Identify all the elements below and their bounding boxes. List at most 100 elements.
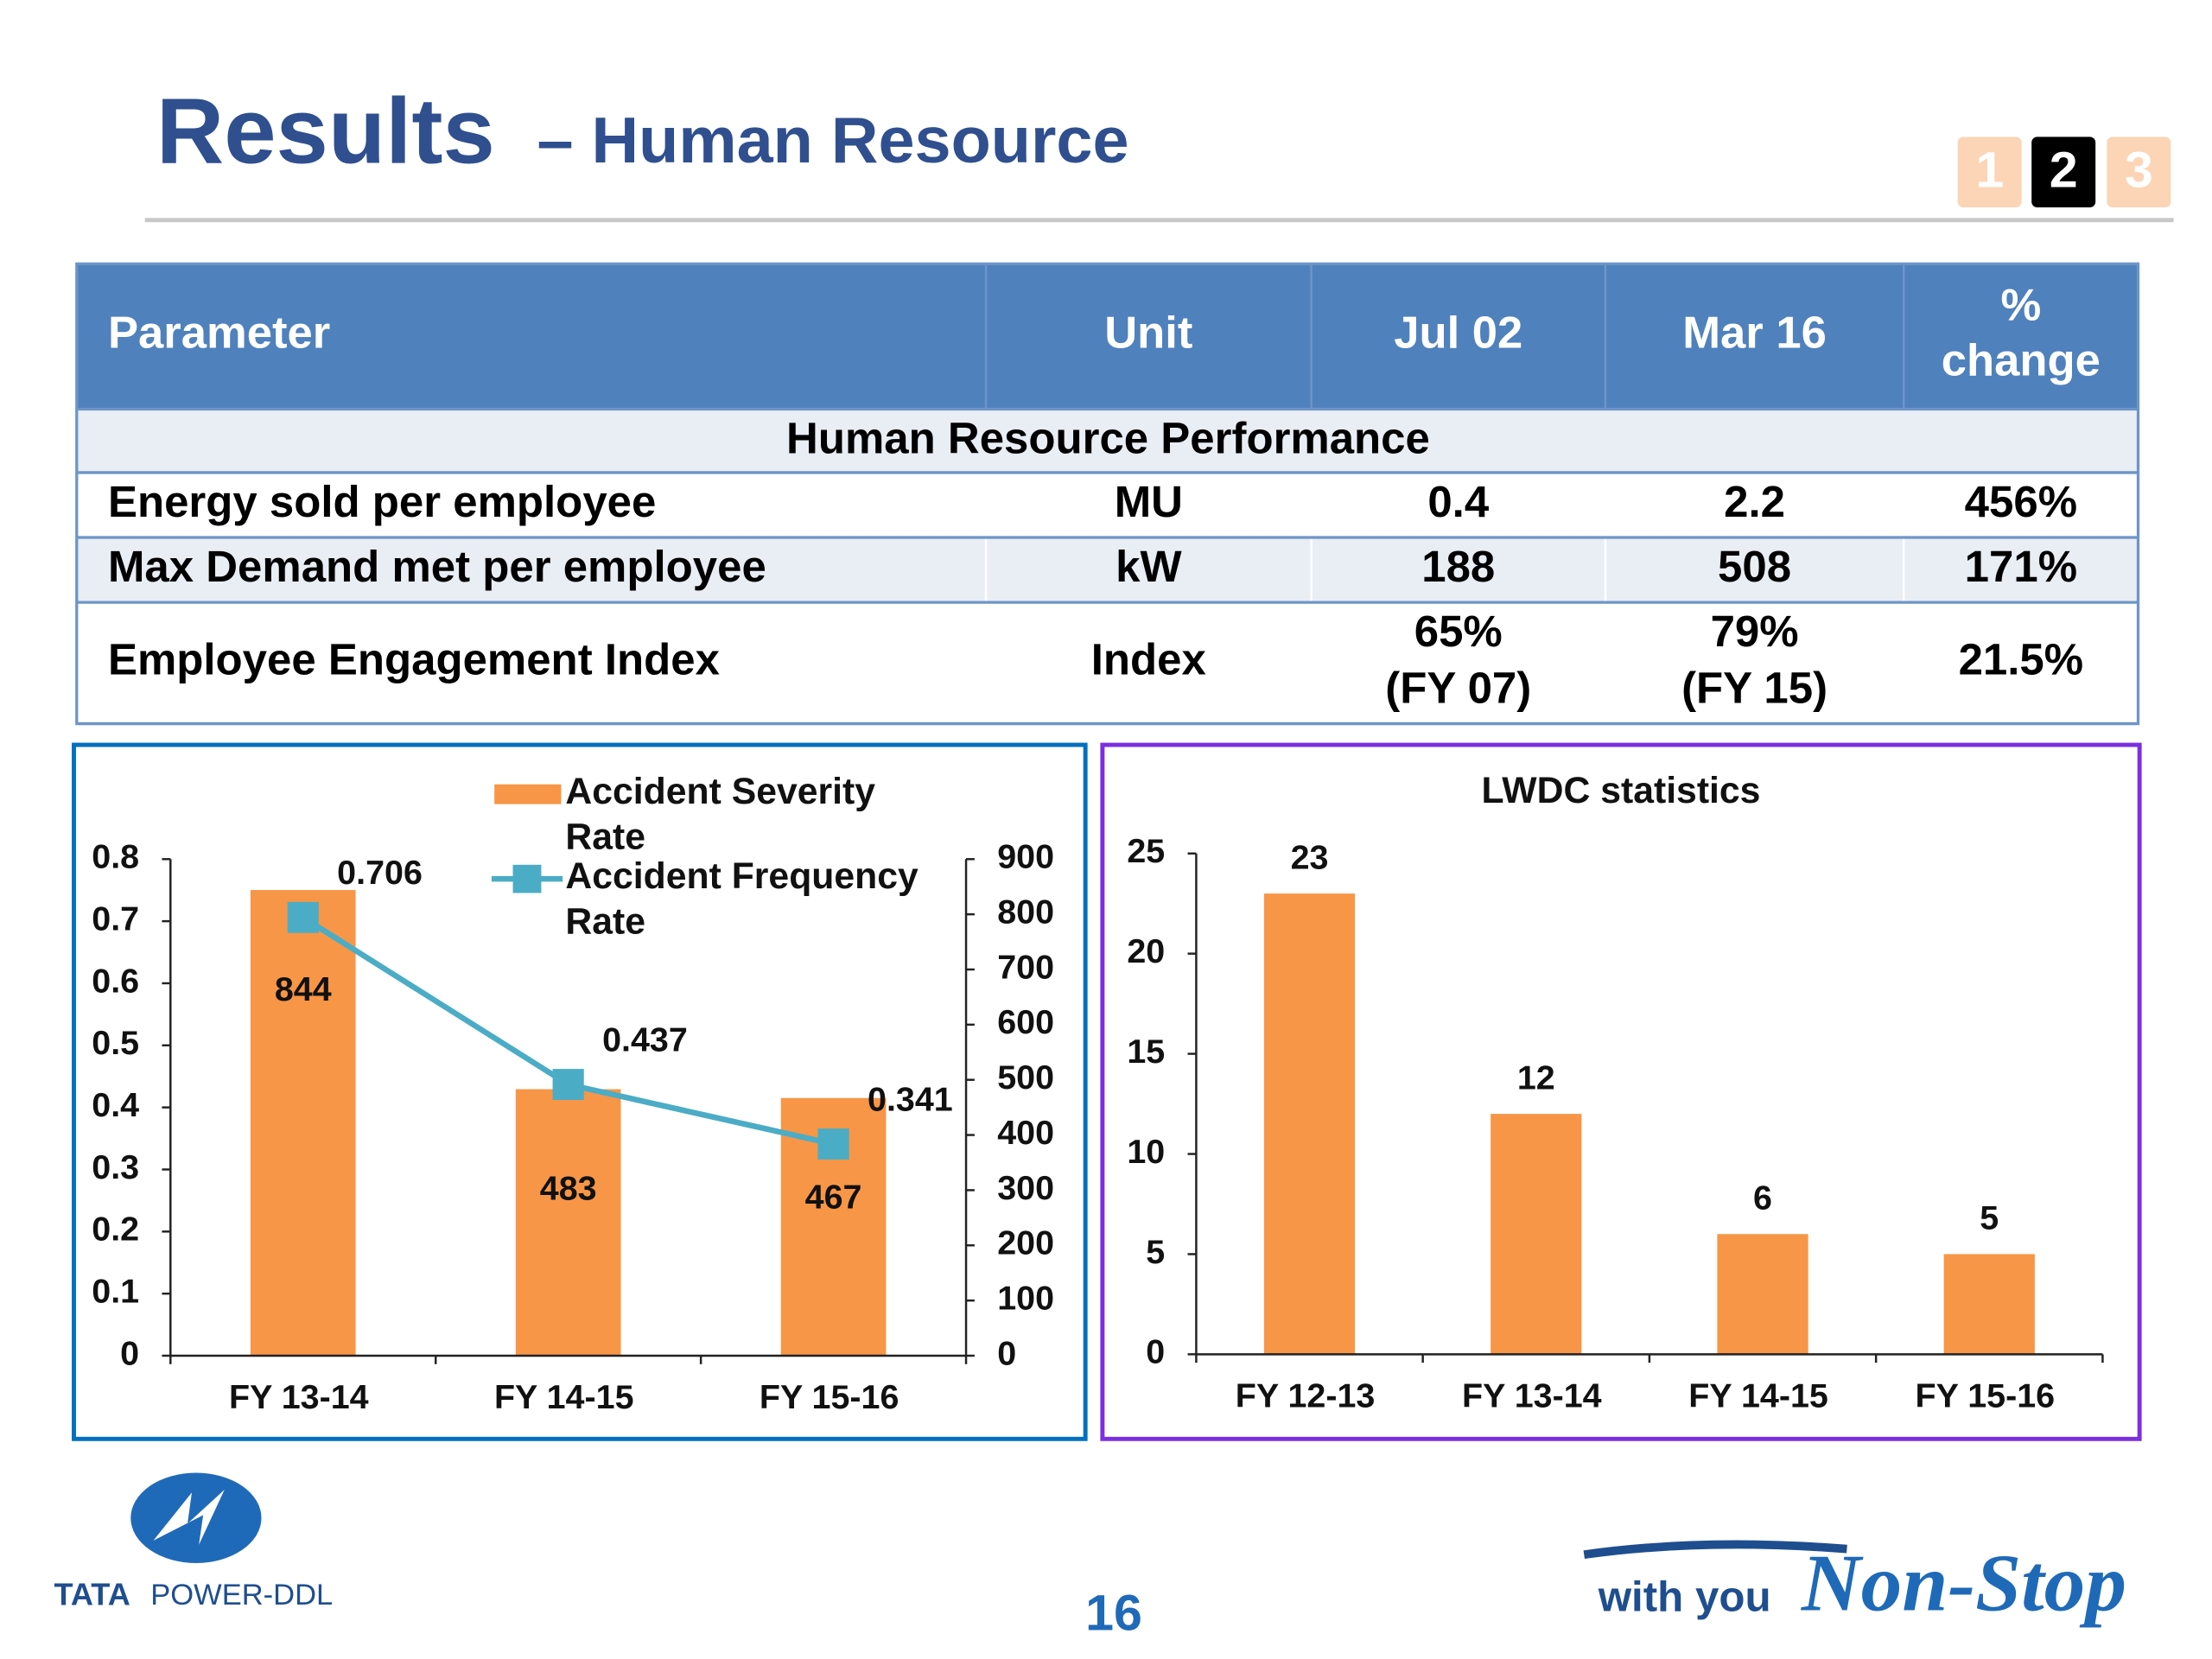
column-header: Mar 16	[1682, 308, 1827, 359]
data-label: 483	[540, 1170, 597, 1208]
tagline: with you	[1598, 1574, 1771, 1621]
nav-label: 3	[2125, 143, 2153, 199]
bar	[1263, 893, 1356, 1355]
table-border	[75, 262, 2140, 726]
legend-label: Accident Severity Rate	[565, 772, 875, 858]
y-tick-label: 500	[997, 1058, 1054, 1096]
y-tick-label: 10	[1127, 1133, 1165, 1171]
table-cell: kW	[1116, 542, 1182, 591]
x-tick-label: FY 15-16	[760, 1378, 899, 1416]
table-cell: 65%	[1414, 607, 1503, 656]
column-header: Jul 02	[1394, 308, 1522, 359]
data-label: 0.706	[337, 854, 423, 892]
logo-glyph	[153, 1490, 225, 1545]
table-cell: Employee Engagement Index	[108, 635, 720, 684]
y-tick-label: 0.7	[92, 900, 139, 938]
data-label: 0.437	[602, 1021, 688, 1059]
data-label: 0.341	[868, 1081, 953, 1119]
y-tick-label: 0.6	[92, 962, 139, 1000]
x-tick-label: FY 13-14	[1462, 1376, 1602, 1414]
page-number: 16	[1085, 1586, 1142, 1642]
data-label: 12	[1517, 1058, 1555, 1096]
y-tick-label: 300	[997, 1169, 1054, 1207]
marker	[552, 1069, 584, 1101]
y-tick-label: 25	[1127, 832, 1165, 870]
table-cell: 0.4	[1427, 477, 1489, 526]
nav-label: 2	[2050, 143, 2078, 199]
legend-swatch	[494, 784, 562, 804]
nav-box	[1957, 137, 2022, 207]
y-tick-label: 200	[997, 1224, 1054, 1262]
y-tick-label: 0	[120, 1334, 139, 1372]
y-tick-label: 0.8	[92, 838, 139, 876]
y-tick-label: 0.5	[92, 1024, 139, 1062]
table-row	[76, 537, 2139, 603]
table-cell: 188	[1421, 542, 1495, 591]
y-tick-label: 0	[997, 1334, 1016, 1372]
table-cell: 171%	[1965, 542, 2077, 591]
chart-frame	[72, 742, 1088, 1441]
data-label: 467	[805, 1179, 862, 1217]
y-tick-label: 0.2	[92, 1211, 139, 1249]
bar	[515, 1089, 621, 1356]
y-tick-label: 400	[997, 1114, 1054, 1152]
table-cell: (FY 07)	[1385, 664, 1531, 713]
table-cell: Index	[1091, 635, 1206, 684]
table-cell: 79%	[1711, 607, 1799, 656]
table-cell: Max Demand met per employee	[108, 542, 766, 591]
table-cell: Energy sold per employee	[108, 477, 656, 526]
legend-label: Accident Frequency Rate	[565, 855, 918, 942]
nav-box	[2107, 137, 2171, 207]
table-row	[76, 602, 2139, 724]
logo-brand: TATA	[54, 1577, 130, 1612]
y-tick-label: 0.4	[92, 1086, 139, 1124]
table-section	[76, 409, 2139, 473]
section-title: Human Resource Performance	[786, 414, 1430, 463]
logo: TATA POWER-DDL	[54, 1472, 333, 1612]
table-row	[76, 472, 2139, 538]
table-header	[76, 264, 2139, 410]
y-tick-label: 0.3	[92, 1148, 139, 1186]
y-tick-label: 100	[997, 1280, 1054, 1318]
data-label: 844	[275, 970, 332, 1008]
column-header: % change	[1942, 281, 2101, 385]
column-header: Parameter	[108, 308, 330, 359]
x-tick-label: FY 12-13	[1236, 1376, 1376, 1414]
legend-marker	[512, 864, 542, 893]
bar	[1943, 1254, 2035, 1355]
y-tick-label: 0.1	[92, 1273, 139, 1311]
data-label: 6	[1753, 1179, 1772, 1217]
table-cell: 508	[1718, 542, 1791, 591]
table-cell: MU	[1115, 477, 1183, 526]
table-cell: 21.5%	[1959, 635, 2084, 684]
data-label: 23	[1291, 838, 1329, 876]
y-tick-label: 700	[997, 948, 1054, 986]
nav-box	[2031, 137, 2096, 207]
x-tick-label: FY 13-14	[229, 1378, 369, 1416]
table-cell: 456%	[1965, 477, 2077, 526]
y-tick-label: 15	[1127, 1033, 1165, 1071]
marker	[817, 1128, 849, 1160]
y-tick-label: 20	[1127, 932, 1165, 970]
y-tick-label: 5	[1146, 1233, 1165, 1271]
y-tick-label: 0	[1146, 1333, 1165, 1371]
bar	[250, 890, 356, 1356]
x-tick-label: FY 14-15	[494, 1378, 634, 1416]
table-cell: 2.2	[1724, 477, 1785, 526]
x-tick-label: FY 14-15	[1688, 1376, 1828, 1414]
column-header: Unit	[1104, 308, 1192, 359]
x-tick-label: FY 15-16	[1916, 1376, 2056, 1414]
logo-name: POWER-DDL	[150, 1579, 333, 1611]
y-tick-label: 800	[997, 893, 1054, 931]
subtitle: – Human Resource	[537, 104, 1129, 176]
chart-frame	[1100, 742, 2142, 1441]
table-cell: (FY 15)	[1681, 664, 1827, 713]
data-label: 5	[1980, 1199, 1999, 1237]
bar	[1491, 1114, 1582, 1355]
marker	[287, 901, 319, 933]
slogan: Non-Stop	[1801, 1537, 2126, 1629]
y-tick-label: 600	[997, 1003, 1054, 1041]
chart-title: LWDC statistics	[1482, 770, 1761, 811]
bar	[1717, 1234, 1808, 1355]
